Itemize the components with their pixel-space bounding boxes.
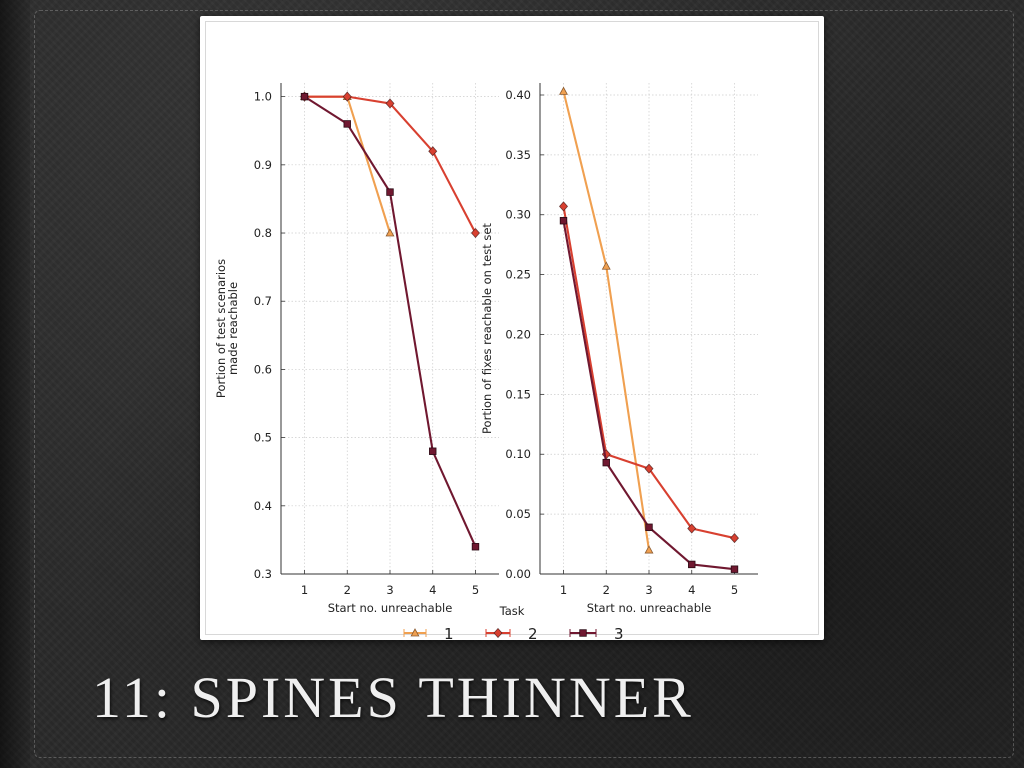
left-chart-series-3-point: [471, 543, 480, 551]
left-chart-series-2-point: [428, 146, 438, 157]
right-chart-y-tick-label: 0.30: [505, 208, 531, 222]
right-chart-y-tick-label: 0.35: [505, 148, 531, 162]
legend-label-2: 2: [528, 625, 538, 640]
stitched-border: [34, 10, 1014, 758]
right-line-chart: 0.00 0.05 0.10 0.15 0.20 0.25 0.30 0.35 0.40 1 2 3 4…: [480, 83, 758, 615]
right-chart-series-2-point: [687, 523, 697, 534]
right-chart-series-1-point: [601, 261, 611, 270]
right-chart-y-tick-label: 0.20: [505, 327, 531, 341]
left-chart-y-tick-label: 0.8: [254, 226, 272, 240]
right-chart-x-tick-label: 4: [688, 583, 695, 597]
left-chart-series-1-point: [385, 228, 395, 237]
right-chart-series-line-2: [562, 206, 735, 540]
right-chart-series-3-point: [559, 217, 568, 225]
left-chart-x-tick-label: 1: [301, 583, 308, 597]
right-chart-series-3-point: [730, 565, 739, 573]
left-chart-series-3-point: [429, 447, 437, 455]
right-chart-y-tick-label: 0.40: [505, 88, 531, 102]
right-chart-y-tick-label: 0.00: [505, 567, 531, 581]
right-chart-x-tick-label: 2: [603, 583, 610, 597]
right-chart-series-3-point: [602, 458, 610, 467]
right-chart-series-1-point: [559, 86, 568, 95]
left-chart-y-tick-label: 0.6: [254, 362, 272, 376]
left-chart-x-tick-label: 3: [386, 583, 393, 597]
image-inner-border: [205, 21, 819, 635]
right-chart-y-axis-label: Portion of fixes reachable on test set: [480, 223, 494, 434]
right-chart-y-tick-label: 0.10: [505, 447, 531, 461]
left-chart-y-axis-label: Portion of test scenarios: [214, 259, 228, 398]
right-chart-series-2-point: [558, 201, 569, 212]
slide-title: 11: SPINES THINNER: [92, 665, 694, 730]
left-chart-x-tick-label: 2: [344, 583, 351, 597]
right-chart-y-tick-label: 0.25: [505, 268, 531, 282]
legend-marker-3: [579, 629, 587, 637]
right-chart-series-3-point: [645, 523, 653, 531]
left-chart-y-tick-label: 1.0: [254, 90, 272, 104]
right-chart-series-2-point: [729, 532, 740, 544]
left-chart-y-tick-label: 0.7: [254, 294, 272, 308]
left-chart-series-3-point: [300, 92, 309, 101]
right-chart-x-axis-label: Start no. unreachable: [587, 601, 712, 615]
book-spine-shadow: [0, 0, 30, 768]
chart-legend: Task 1 2 3: [403, 604, 624, 640]
legend-marker-1: [410, 628, 420, 637]
left-chart-series-2-point: [470, 227, 481, 239]
left-chart-y-tick-label: 0.9: [254, 158, 272, 172]
left-chart-x-axis-label: Start no. unreachable: [328, 601, 453, 615]
right-chart-y-tick-label: 0.15: [505, 387, 531, 401]
right-chart-x-tick-label: 1: [560, 583, 567, 597]
left-chart-series-3-point: [343, 120, 351, 128]
left-chart-y-tick-label: 0.3: [254, 567, 272, 581]
right-chart-series-3-point: [688, 560, 696, 569]
left-line-chart: 0.3 0.4 0.5 0.6 0.7 0.8 0.9 1.0 1 2 3 4 5 Start no. u…: [214, 83, 499, 615]
right-chart-x-tick-label: 3: [645, 583, 652, 597]
left-chart-y-axis-label: made reachable: [226, 282, 240, 375]
right-chart-y-tick-label: 0.05: [505, 507, 531, 521]
left-chart-x-tick-label: 4: [429, 583, 436, 597]
line-charts-figure: 0.3 0.4 0.5 0.6 0.7 0.8 0.9 1.0 1 2 3 4 5 Start no. u…: [214, 83, 758, 640]
legend-title: Task: [499, 604, 525, 618]
left-chart-series-3-point: [386, 188, 394, 196]
right-chart-series-2-point: [644, 463, 654, 474]
right-chart-x-tick-label: 5: [731, 583, 738, 597]
left-chart-y-tick-label: 0.5: [254, 431, 272, 445]
legend-label-1: 1: [444, 625, 454, 640]
right-chart-series-1-point: [644, 545, 654, 554]
legend-label-3: 3: [614, 625, 624, 640]
left-chart-series-2-point: [342, 91, 352, 102]
left-chart-x-tick-label: 5: [472, 583, 479, 597]
left-chart-series-2-point: [385, 98, 395, 109]
chart-image-frame: 0.3 0.4 0.5 0.6 0.7 0.8 0.9 1.0 1 2 3 4 5 Start no. u…: [200, 16, 824, 640]
legend-marker-2: [493, 627, 503, 639]
left-chart-y-tick-label: 0.4: [254, 499, 272, 513]
